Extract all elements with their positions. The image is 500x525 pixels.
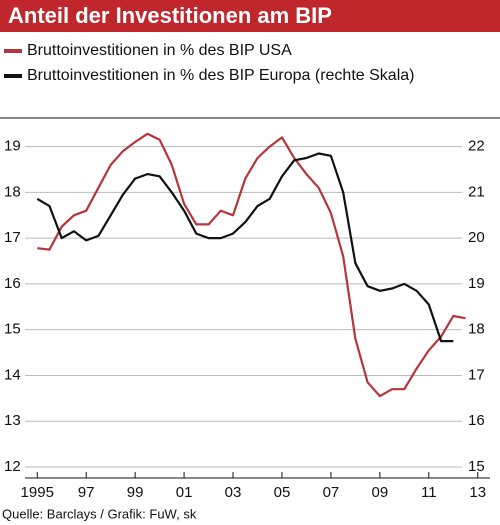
x-tick-label: 1995 (21, 484, 54, 501)
x-tick-label: 05 (274, 484, 291, 501)
y2-tick-label: 15 (468, 458, 485, 475)
x-tick-label: 09 (372, 484, 389, 501)
y-tick-label: 12 (4, 458, 21, 475)
y-tick-label: 13 (4, 412, 21, 429)
y-tick-label: 17 (4, 229, 21, 246)
y2-tick-label: 19 (468, 275, 485, 292)
series-line (36, 152, 454, 343)
y2-tick-label: 18 (468, 321, 485, 338)
x-tick-label: 03 (225, 484, 242, 501)
series-line (37, 132, 466, 398)
title-bar (0, 0, 500, 32)
chart-title: Anteil der Investitionen am BIP (8, 3, 332, 28)
y-tick-label: 14 (4, 366, 21, 383)
x-tick-label: 01 (176, 484, 193, 501)
y-tick-label: 16 (4, 275, 21, 292)
y-tick-label: 19 (4, 138, 21, 155)
x-tick-label: 13 (469, 484, 486, 501)
x-tick-label: 11 (421, 484, 437, 501)
y-tick-label: 18 (4, 183, 21, 200)
y2-tick-label: 20 (468, 229, 485, 246)
y-tick-label: 15 (4, 321, 21, 338)
y2-tick-label: 21 (468, 183, 485, 200)
y2-tick-label: 17 (468, 366, 485, 383)
y2-tick-label: 22 (468, 138, 485, 155)
x-tick-label: 07 (323, 484, 340, 501)
y2-tick-label: 16 (468, 412, 485, 429)
source: Quelle: Barclays / Grafik: FuW, sk (2, 506, 197, 521)
x-tick-label: 99 (127, 484, 144, 501)
x-tick-label: 97 (78, 484, 95, 501)
legend-label: Bruttoinvestitionen in % des BIP Europa … (27, 67, 414, 84)
legend-label: Bruttoinvestitionen in % des BIP USA (27, 42, 292, 59)
